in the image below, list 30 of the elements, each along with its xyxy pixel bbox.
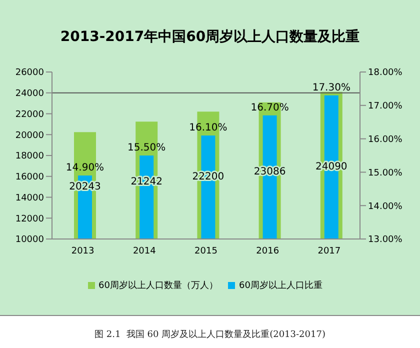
y-tick-label: 18000 — [15, 152, 44, 162]
x-tick-label: 2014 — [132, 246, 156, 256]
data-label: 23086 — [254, 166, 286, 178]
y2-tick-label: 16.00% — [368, 134, 403, 145]
x-tick-label: 2017 — [318, 246, 341, 256]
x-tick-label: 2016 — [256, 246, 280, 256]
y-tick-label: 20000 — [15, 130, 44, 141]
x-tick-label: 2013 — [71, 246, 94, 256]
y-tick-label: 16000 — [15, 172, 44, 183]
y-tick-label: 10000 — [15, 235, 44, 246]
legend-label: 60周岁以上人口数量（万人） — [98, 281, 218, 291]
y2-tick-label: 17.00% — [368, 102, 403, 112]
legend-label: 60周岁以上人口比重 — [239, 281, 322, 291]
caption: 图 2.1 我国 60 周岁及以上人口数量及比重(2013-2017) — [94, 328, 326, 341]
data-label: 17.30% — [312, 82, 350, 94]
data-label: 24090 — [315, 161, 348, 172]
y2-tick-label: 14.00% — [368, 202, 403, 212]
data-label: 21242 — [130, 176, 163, 188]
data-label: 22200 — [192, 171, 224, 182]
x-tick-label: 2015 — [194, 246, 218, 256]
y2-tick-label: 15.00% — [368, 168, 403, 178]
data-label: 20243 — [69, 182, 101, 193]
y-tick-label: 22000 — [15, 110, 44, 120]
y-tick-label: 12000 — [15, 214, 44, 224]
y2-tick-label: 13.00% — [368, 235, 403, 246]
y2-tick-label: 18.00% — [368, 68, 403, 78]
chart-title: 2013-2017年中国60周岁以上人口数量及比重 — [59, 28, 361, 46]
y-tick-label: 14000 — [15, 193, 44, 204]
y-tick-label: 26000 — [15, 68, 44, 78]
y-tick-label: 24000 — [15, 89, 44, 100]
